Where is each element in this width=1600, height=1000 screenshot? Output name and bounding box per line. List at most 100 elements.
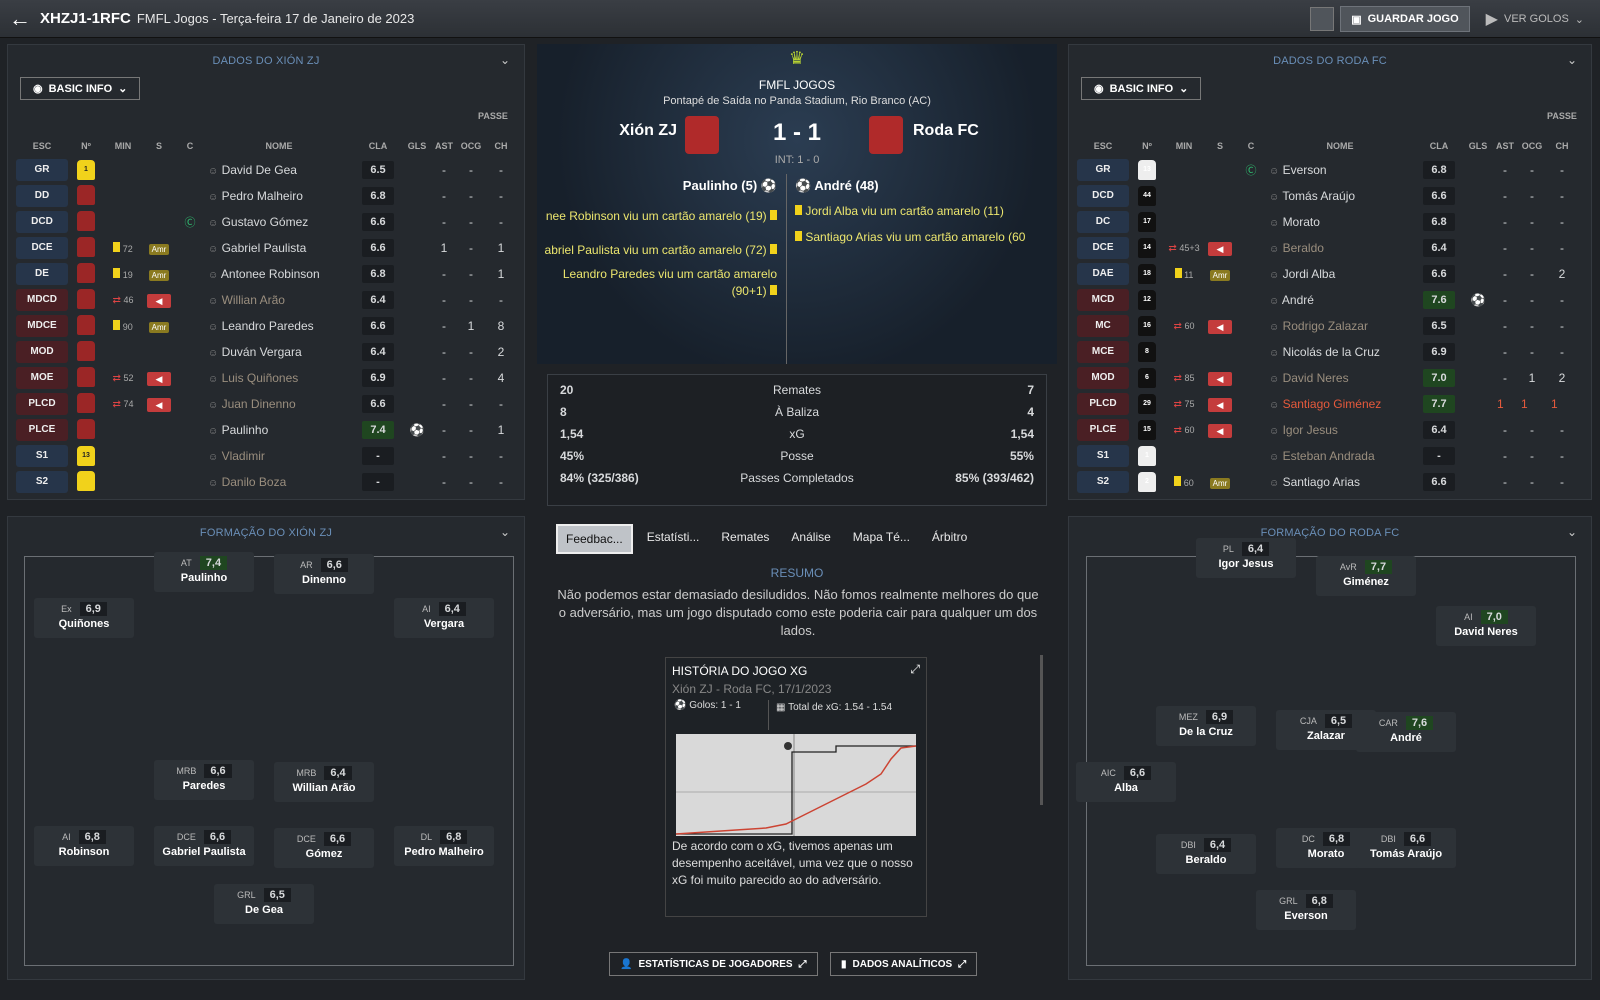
basic-info-dropdown[interactable]: ◉ BASIC INFO ⌄ <box>20 77 141 100</box>
col-header[interactable]: C <box>1247 141 1255 151</box>
save-match-button[interactable]: ▣ GUARDAR JOGO <box>1340 6 1470 32</box>
squad-row[interactable]: MCD 12 ☺ André 7.6 ⚽ - - - <box>1077 287 1577 313</box>
col-header[interactable]: GLS <box>1468 141 1488 151</box>
player-name[interactable]: Tomás Araújo <box>1282 189 1356 203</box>
player-name[interactable]: Luis Quiñones <box>221 371 299 385</box>
player-name[interactable]: Rodrigo Zalazar <box>1282 319 1368 333</box>
player-name[interactable]: Igor Jesus <box>1282 423 1338 437</box>
player-name[interactable]: Everson <box>1282 163 1327 177</box>
player-name[interactable]: David De Gea <box>221 163 297 177</box>
formation-player[interactable]: AT 7,4 Paulinho <box>154 552 254 592</box>
player-name[interactable]: Antonee Robinson <box>220 267 320 281</box>
squad-row[interactable]: PLCE 15 ⇄ 60 ◀ ☺ Igor Jesus 6.4 - - - <box>1077 417 1577 443</box>
formation-player[interactable]: DCE 6,6 Gómez <box>274 828 374 868</box>
expand-icon[interactable]: ⤢ <box>910 662 920 676</box>
formation-player[interactable]: AvR 7,7 Giménez <box>1316 556 1416 596</box>
options-button[interactable] <box>1310 7 1335 31</box>
formation-player[interactable]: AI 7,0 David Neres <box>1436 606 1536 646</box>
col-header[interactable]: NOME <box>265 141 293 151</box>
player-name[interactable]: Santiago Giménez <box>1282 397 1382 411</box>
squad-row[interactable]: DCD Ⓒ ☺ Gustavo Gómez 6.6 - - - <box>16 209 516 235</box>
squad-row[interactable]: MC 16 ⇄ 60 ◀ ☺ Rodrigo Zalazar 6.5 - - - <box>1077 313 1577 339</box>
formation-player[interactable]: MRB 6,6 Paredes <box>154 760 254 800</box>
formation-player[interactable]: DBI 6,4 Beraldo <box>1156 834 1256 874</box>
formation-player[interactable]: AI 6,8 Robinson <box>34 826 134 866</box>
col-header[interactable]: GLS <box>407 141 427 151</box>
squad-row[interactable]: MDCD ⇄ 46 ◀ ☺ Willian Arão 6.4 - - - <box>16 287 516 313</box>
formation-player[interactable]: AIC 6,6 Alba <box>1076 762 1176 802</box>
col-header[interactable]: C <box>186 141 194 151</box>
player-name[interactable]: Gustavo Gómez <box>221 215 309 229</box>
col-header[interactable]: S <box>155 141 162 151</box>
squad-row[interactable]: DE 19 Amr ☺ Antonee Robinson 6.8 - - 1 <box>16 261 516 287</box>
formation-player[interactable]: GRL 6,5 De Gea <box>214 884 314 924</box>
view-goals-button[interactable]: ▶ VER GOLOS ⌄ <box>1485 11 1584 28</box>
col-header[interactable]: S <box>1216 141 1223 151</box>
squad-row[interactable]: MOE ⇄ 52 ◀ ☺ Luis Quiñones 6.9 - - 4 <box>16 365 516 391</box>
player-name[interactable]: Duván Vergara <box>221 345 302 359</box>
player-name[interactable]: Danilo Boza <box>221 475 287 489</box>
tab[interactable]: Feedbac... <box>556 524 633 554</box>
chevron-down-icon[interactable]: ⌄ <box>499 525 510 539</box>
squad-row[interactable]: MOD 6 ⇄ 85 ◀ ☺ David Neres 7.0 - 1 2 <box>1077 365 1577 391</box>
squad-row[interactable]: PLCD 29 ⇄ 75 ◀ ☺ Santiago Giménez 7.7 1 1 1 <box>1077 391 1577 417</box>
squad-row[interactable]: PLCE ☺ Paulinho 7.4 ⚽ - - 1 <box>16 417 516 443</box>
player-name[interactable]: Jordi Alba <box>1282 267 1336 281</box>
squad-row[interactable]: DCE 14 ⇄ 45+3 ◀ ☺ Beraldo 6.4 - - - <box>1077 235 1577 261</box>
formation-player[interactable]: CAR 7,6 André <box>1356 712 1456 752</box>
player-name[interactable]: Juan Dinenno <box>221 397 296 411</box>
formation-player[interactable]: MRB 6,4 Willian Arão <box>274 762 374 802</box>
player-name[interactable]: André <box>1281 293 1314 307</box>
player-name[interactable]: Beraldo <box>1282 241 1324 255</box>
formation-player[interactable]: MEZ 6,9 De la Cruz <box>1156 706 1256 746</box>
col-header[interactable]: Nº <box>1142 141 1152 151</box>
col-header[interactable]: AST <box>435 141 453 151</box>
squad-row[interactable]: PLCD ⇄ 74 ◀ ☺ Juan Dinenno 6.6 - - - <box>16 391 516 417</box>
player-name[interactable]: Morato <box>1282 215 1320 229</box>
analytics-button[interactable]: ▮ DADOS ANALÍTICOS ⤢ <box>830 952 978 976</box>
squad-row[interactable]: DD ☺ Pedro Malheiro 6.8 - - - <box>16 183 516 209</box>
back-arrow-icon[interactable]: ← <box>9 5 31 31</box>
player-name[interactable]: Paulinho <box>221 423 269 437</box>
tab[interactable]: Árbitro <box>931 530 968 544</box>
player-name[interactable]: Pedro Malheiro <box>221 189 303 203</box>
formation-player[interactable]: DCE 6,6 Gabriel Paulista <box>154 826 254 866</box>
col-header[interactable]: CH <box>494 141 508 151</box>
squad-row[interactable]: S2 2 60 Amr ☺ Santiago Arias 6.6 - - - <box>1077 469 1577 495</box>
basic-info-dropdown[interactable]: ◉ BASIC INFO ⌄ <box>1081 77 1202 100</box>
player-name[interactable]: Leandro Paredes <box>221 319 314 333</box>
player-name[interactable]: Nicolás de la Cruz <box>1282 345 1380 359</box>
formation-player[interactable]: PL 6,4 Igor Jesus <box>1196 538 1296 578</box>
col-header[interactable]: Nº <box>81 141 91 151</box>
squad-row[interactable]: DCD 44 ☺ Tomás Araújo 6.6 - - - <box>1077 183 1577 209</box>
player-stats-button[interactable]: 👤 ESTATÍSTICAS DE JOGADORES ⤢ <box>609 952 818 976</box>
tab[interactable]: Mapa Té... <box>852 530 910 544</box>
squad-row[interactable]: DC 17 ☺ Morato 6.8 - - - <box>1077 209 1577 235</box>
tab[interactable]: Análise <box>791 530 831 544</box>
squad-row[interactable]: S1 1 ☺ Esteban Andrada - - - - <box>1077 443 1577 469</box>
player-name[interactable]: Gabriel Paulista <box>221 241 307 255</box>
tab[interactable]: Estatísti... <box>646 530 700 544</box>
player-name[interactable]: Willian Arão <box>221 293 285 307</box>
formation-player[interactable]: DBI 6,6 Tomás Araújo <box>1356 828 1456 868</box>
squad-row[interactable]: S1 13 ☺ Vladimir - - - - <box>16 443 516 469</box>
squad-row[interactable]: S2 ☺ Danilo Boza - - - - <box>16 469 516 495</box>
tab[interactable]: Remates <box>721 530 770 544</box>
squad-row[interactable]: DCE 72 Amr ☺ Gabriel Paulista 6.6 1 - 1 <box>16 235 516 261</box>
col-header[interactable]: OCG <box>1521 141 1543 151</box>
col-header[interactable]: ESC <box>1093 141 1113 151</box>
formation-player[interactable]: Ex 6,9 Quiñones <box>34 598 134 638</box>
player-name[interactable]: Santiago Arias <box>1282 475 1360 489</box>
formation-player[interactable]: GRL 6,8 Everson <box>1256 890 1356 930</box>
squad-row[interactable]: DAE 18 11 Amr ☺ Jordi Alba 6.6 - - 2 <box>1077 261 1577 287</box>
formation-player[interactable]: AI 6,4 Vergara <box>394 598 494 638</box>
col-header[interactable]: MIN <box>1175 141 1193 151</box>
col-header[interactable]: NOME <box>1326 141 1354 151</box>
chevron-down-icon[interactable]: ⌄ <box>499 53 510 67</box>
squad-row[interactable]: MDCE 90 Amr ☺ Leandro Paredes 6.6 - 1 8 <box>16 313 516 339</box>
col-header[interactable]: OCG <box>460 141 482 151</box>
col-header[interactable]: CLA <box>368 141 388 151</box>
formation-player[interactable]: AR 6,6 Dinenno <box>274 554 374 594</box>
col-header[interactable]: AST <box>1496 141 1514 151</box>
col-header[interactable]: CLA <box>1429 141 1449 151</box>
